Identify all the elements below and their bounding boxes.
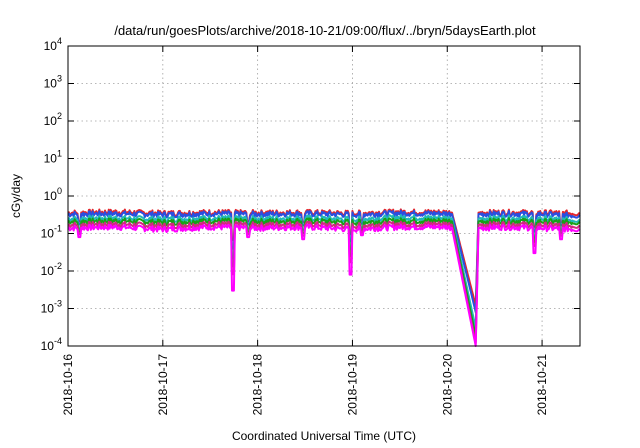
y-tick-label: 101 xyxy=(44,149,62,166)
series-line xyxy=(67,217,581,338)
x-tick-label: 2018-10-17 xyxy=(156,354,170,416)
y-tick-label: 10-1 xyxy=(41,224,62,241)
y-tick-label: 10-4 xyxy=(41,336,62,353)
x-tick-label: 2018-10-21 xyxy=(535,354,549,416)
series-line xyxy=(67,220,581,344)
y-tick-label: 104 xyxy=(44,36,62,53)
x-tick-label: 2018-10-20 xyxy=(440,354,454,416)
chart-gridlines xyxy=(67,45,580,347)
chart-title: /data/run/goesPlots/archive/2018-10-21/0… xyxy=(114,23,536,38)
y-axis-ticks: 104 103 102 101 100 10-1 10-2 10-3 10-4 xyxy=(41,36,580,353)
x-tick-label: 2018-10-18 xyxy=(251,354,265,416)
x-tick-label: 2018-10-19 xyxy=(345,354,359,416)
x-axis-ticks: 2018-10-16 2018-10-17 2018-10-18 2018-10-19… xyxy=(61,46,549,415)
y-tick-label: 100 xyxy=(44,186,62,203)
series-line xyxy=(67,223,581,347)
y-tick-label: 10-3 xyxy=(41,299,62,316)
y-axis-label: cGy/day xyxy=(9,174,23,218)
chart-series xyxy=(67,208,581,347)
y-tick-label: 10-2 xyxy=(41,261,62,278)
y-tick-label: 102 xyxy=(44,111,62,128)
x-tick-label: 2018-10-16 xyxy=(61,354,75,416)
x-axis-label: Coordinated Universal Time (UTC) xyxy=(232,429,416,443)
y-tick-label: 103 xyxy=(44,74,62,91)
